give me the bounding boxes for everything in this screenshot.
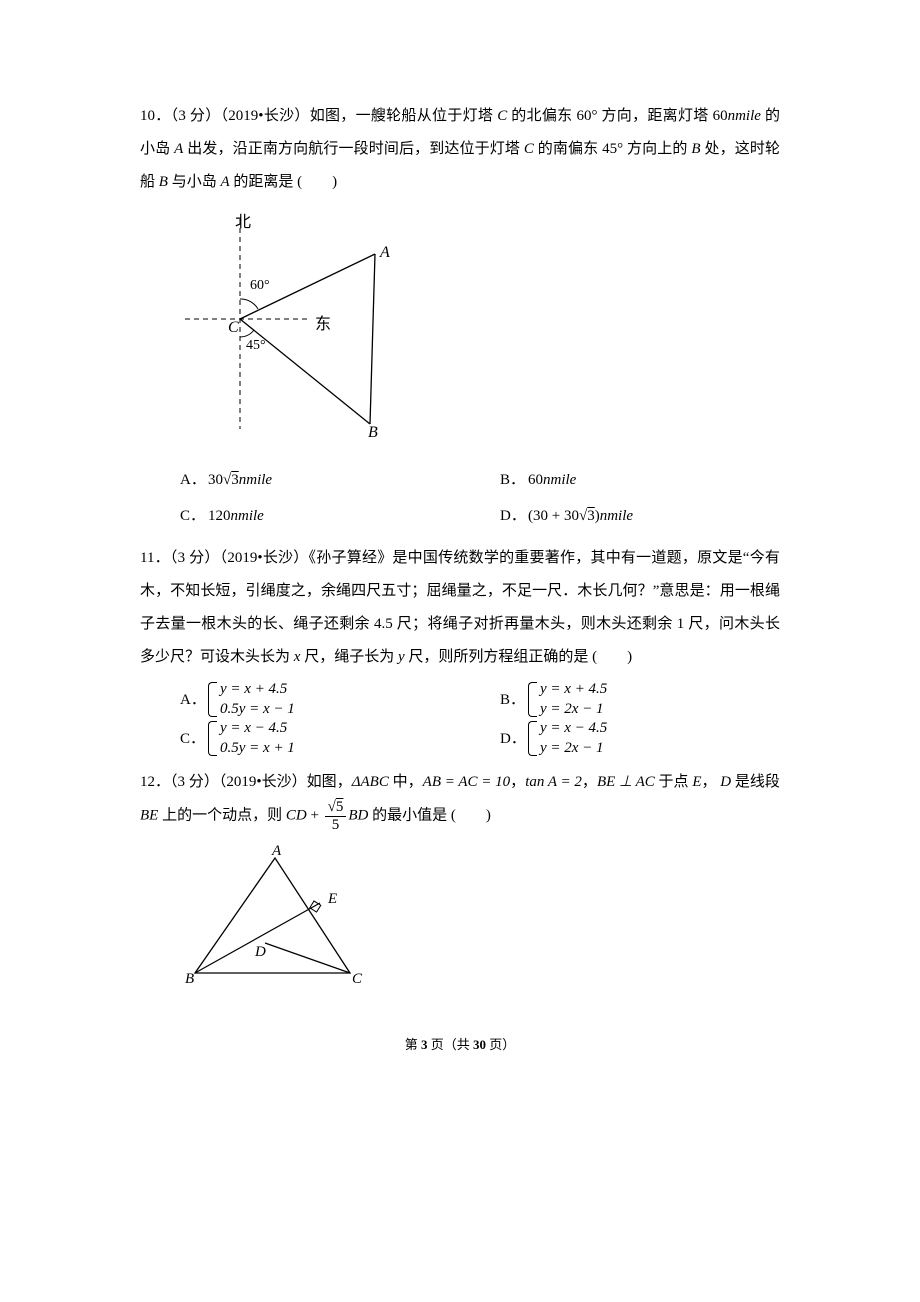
angle-45: 45° [246,338,266,353]
q11-choice-d: D． y = x − 4.5 y = 2x − 1 [460,719,780,758]
q10-choices: A． 30√3nmile B． 60nmile C． 120nmile D． (… [140,462,780,534]
question-12: 12．（3 分）（2019•长沙）如图，ΔABC 中，AB = AC = 10，… [140,766,780,833]
point-b: B [185,971,194,987]
point-a: A [271,843,282,859]
q11-choices: A． y = x + 4.5 0.5y = x − 1 B． y = x + 4… [140,680,780,758]
point-c: C [352,971,363,987]
question-11: 11．（3 分）（2019•长沙）《孙子算经》是中国传统数学的重要著作，其中有一… [140,542,780,674]
q11-choice-b: B． y = x + 4.5 y = 2x − 1 [460,680,780,719]
q-number: 10．（3 分）（2019•长沙） [140,108,310,124]
question-10: 10．（3 分）（2019•长沙）如图，一艘轮船从位于灯塔 C 的北偏东 60°… [140,100,780,199]
point-d: D [254,944,266,960]
q-number: 12．（3 分）（2019•长沙） [140,774,307,790]
q11-choice-a: A． y = x + 4.5 0.5y = x − 1 [140,680,460,719]
point-c: C [228,319,239,336]
east-label: 东 [315,315,331,333]
angle-60: 60° [250,278,270,293]
point-a: A [379,244,390,261]
q11-choice-c: C． y = x − 4.5 0.5y = x + 1 [140,719,460,758]
q10-figure: 北 东 60° 45° C A B [180,209,780,452]
q10-choice-c: C． 120nmile [140,498,460,534]
q10-choice-a: A． 30√3nmile [140,462,460,498]
q12-figure: A B C D E [180,843,780,1001]
q-number: 11．（3 分）（2019•长沙） [140,550,309,566]
page: 10．（3 分）（2019•长沙）如图，一艘轮船从位于灯塔 C 的北偏东 60°… [70,0,850,1100]
page-footer: 第 3 页（共 30 页） [140,1031,780,1060]
point-e: E [327,891,337,907]
north-label: 北 [235,213,251,231]
q10-choice-d: D． (30 + 30√3)nmile [460,498,780,534]
q10-choice-b: B． 60nmile [460,462,780,498]
point-b: B [368,424,378,439]
